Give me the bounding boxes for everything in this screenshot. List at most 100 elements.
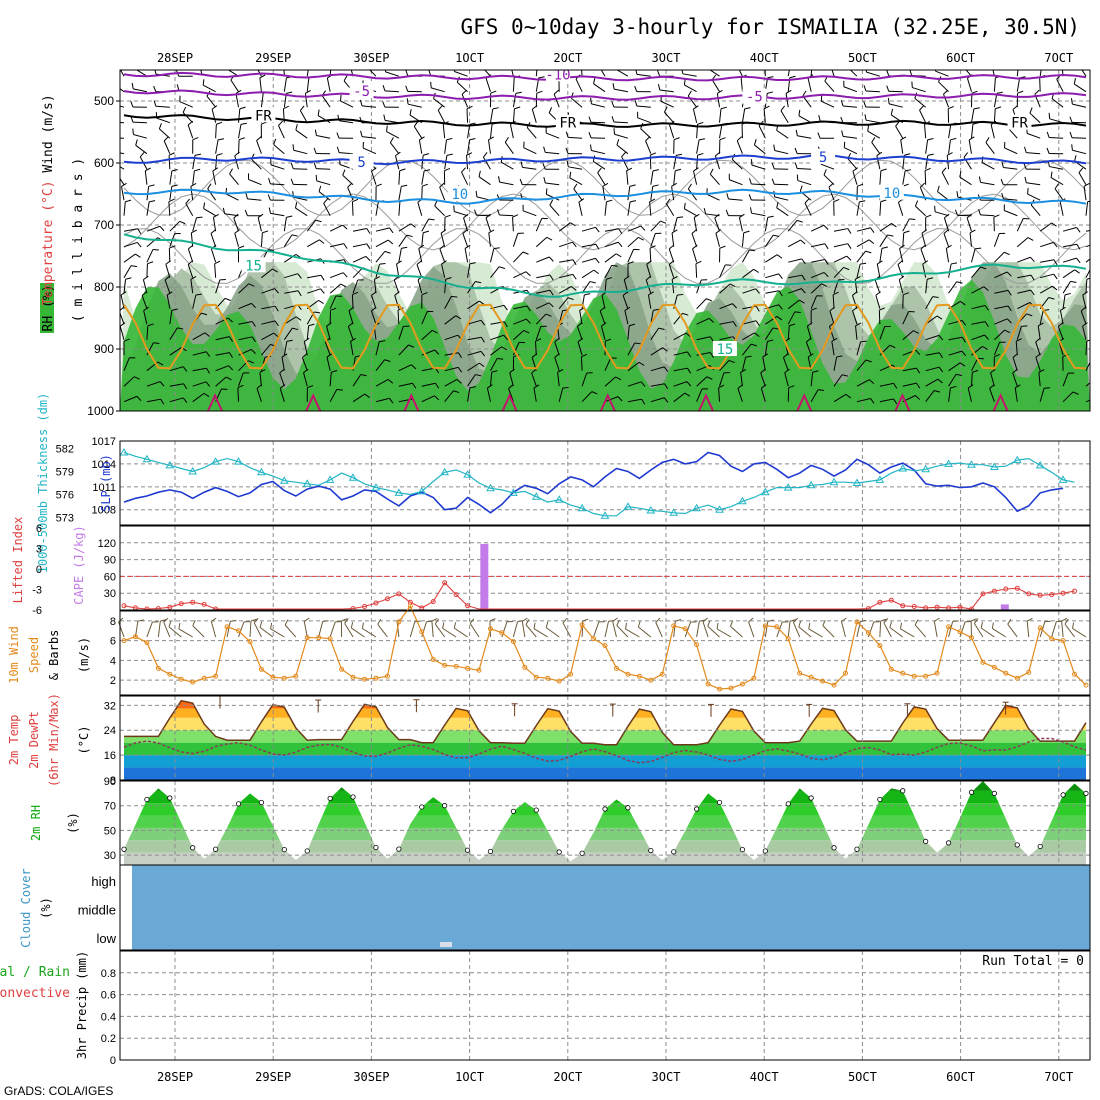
wind-barb bbox=[570, 92, 583, 108]
wind-barb bbox=[902, 292, 910, 309]
wind-barb bbox=[824, 75, 835, 93]
wind-barb bbox=[453, 622, 468, 638]
wind-barb bbox=[840, 100, 857, 108]
wind-barb bbox=[627, 236, 644, 248]
wind-barb bbox=[398, 246, 408, 263]
wind-barb bbox=[764, 215, 774, 232]
wind-barb bbox=[600, 322, 607, 340]
wind-barb bbox=[375, 250, 391, 263]
wind-barb bbox=[270, 622, 285, 638]
upper-air-axis: 500 600 700 800 900 1000 ( m i l l i b a r s )… bbox=[40, 69, 1091, 418]
wind-barb bbox=[352, 243, 371, 250]
wind-barb bbox=[740, 369, 747, 387]
legend-convective: Convective bbox=[0, 986, 70, 1001]
wind-barb bbox=[329, 70, 332, 77]
wind-barb bbox=[1085, 399, 1090, 403]
wind-barb bbox=[371, 167, 377, 185]
wind-barb bbox=[421, 310, 434, 325]
wind-barb bbox=[604, 264, 618, 278]
wind-barb bbox=[123, 277, 132, 294]
wind-barb bbox=[833, 374, 849, 387]
wind-speed-marker bbox=[923, 673, 929, 679]
wind-barb bbox=[902, 311, 915, 325]
label-bg bbox=[545, 70, 570, 82]
wind-speed-marker bbox=[121, 638, 127, 644]
wind-barb bbox=[1070, 98, 1087, 108]
wind-barb bbox=[971, 286, 989, 294]
wind-barb bbox=[1016, 218, 1030, 232]
wind-barb bbox=[439, 182, 446, 201]
wind-barb bbox=[991, 622, 1007, 638]
wind-speed-marker bbox=[579, 622, 585, 628]
wind-barb bbox=[202, 79, 216, 93]
wind-barb bbox=[597, 167, 606, 185]
wind-barb bbox=[580, 353, 588, 371]
wind-speed-marker bbox=[178, 676, 184, 682]
wind-barb bbox=[604, 357, 617, 371]
wind-barb bbox=[602, 182, 609, 201]
wind-barb bbox=[650, 327, 665, 340]
wind-barb bbox=[417, 198, 423, 216]
wind-barb bbox=[281, 353, 288, 371]
axis-label-li: Lifted Index bbox=[11, 517, 25, 604]
wind-barb bbox=[760, 384, 767, 402]
wind-barb bbox=[1080, 306, 1087, 325]
wind-barb bbox=[545, 127, 560, 139]
wind-speed-marker bbox=[946, 624, 952, 630]
thickness-marker bbox=[211, 457, 220, 465]
wind-barb bbox=[398, 325, 410, 340]
wind-barb bbox=[187, 120, 194, 139]
y-tick-label: 16 bbox=[104, 750, 116, 762]
thickness-marker bbox=[188, 467, 198, 475]
wind-barb bbox=[323, 198, 331, 216]
wind-barb bbox=[488, 136, 494, 154]
wind-barb bbox=[650, 184, 659, 201]
wind-barb bbox=[1085, 339, 1090, 356]
wind-barb bbox=[313, 147, 331, 155]
wind-barb bbox=[847, 153, 858, 170]
wind-barb bbox=[993, 214, 1000, 232]
wind-barb bbox=[647, 291, 654, 309]
y-tick-label-right: 90 bbox=[104, 555, 116, 567]
wind-barb bbox=[347, 182, 354, 201]
wind-barb bbox=[350, 337, 356, 356]
wind-barb bbox=[788, 239, 806, 248]
wind-barb bbox=[899, 244, 905, 263]
wind-barb bbox=[878, 307, 886, 325]
rh-marker bbox=[190, 845, 196, 851]
wind-barb bbox=[146, 261, 154, 278]
wind-speed-marker bbox=[258, 666, 264, 672]
wind-barb bbox=[851, 291, 858, 309]
wind-barb bbox=[1004, 141, 1018, 155]
wind-barb bbox=[153, 100, 170, 108]
thickness-marker bbox=[486, 483, 495, 492]
wind-barb bbox=[168, 620, 182, 638]
wind-barb bbox=[513, 251, 529, 263]
wind-barb bbox=[1035, 337, 1041, 356]
isotherm-label: 10 bbox=[883, 186, 900, 202]
lifted-index-marker bbox=[934, 604, 940, 610]
wind-barb bbox=[283, 327, 299, 340]
wind-barb bbox=[169, 327, 184, 340]
wind-barb bbox=[118, 617, 125, 638]
wind-speed-marker bbox=[877, 643, 883, 649]
wind-barb bbox=[627, 200, 637, 216]
rh-marker bbox=[235, 801, 242, 807]
rh-marker bbox=[304, 848, 310, 854]
wind-barb bbox=[1085, 268, 1090, 278]
wind-barb bbox=[306, 323, 315, 340]
thickness-marker bbox=[829, 477, 839, 486]
wind-barb bbox=[612, 83, 628, 93]
wind-barb bbox=[143, 306, 149, 325]
wind-barb bbox=[742, 343, 757, 356]
chart-title: GFS 0~10day 3-hourly for ISMAILIA (32.25… bbox=[460, 15, 1080, 39]
wind-barb bbox=[810, 70, 813, 77]
rh-marker bbox=[464, 847, 471, 853]
wind-barb bbox=[959, 621, 972, 638]
wind-barb bbox=[398, 223, 416, 232]
isotherm-line bbox=[992, 393, 1009, 411]
wind-barb bbox=[120, 322, 126, 340]
isotherm-line bbox=[123, 71, 1087, 82]
wind-barb bbox=[437, 105, 446, 123]
wind-barb bbox=[948, 137, 957, 154]
